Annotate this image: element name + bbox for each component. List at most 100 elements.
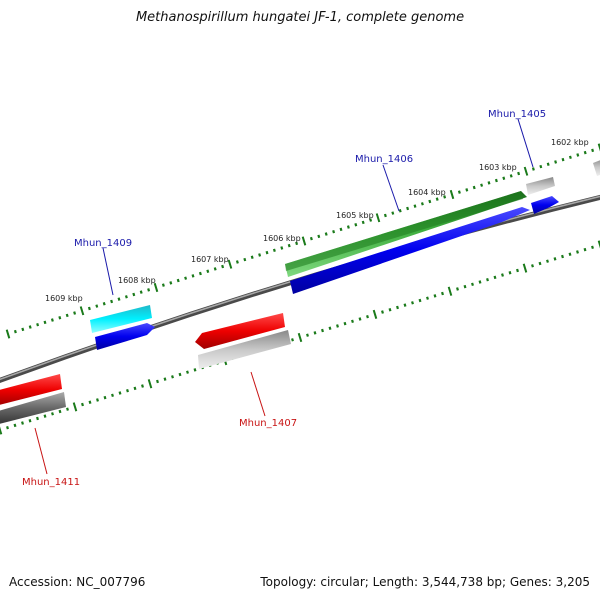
leader-line-mhun-1411: [34, 427, 48, 475]
upper-minor-tick: [95, 304, 99, 308]
upper-minor-tick: [213, 267, 217, 271]
upper-minor-tick: [502, 176, 506, 180]
upper-minor-tick: [198, 271, 202, 276]
upper-minor-tick: [539, 164, 543, 169]
upper-minor-tick: [117, 297, 121, 301]
upper-minor-tick: [65, 313, 69, 318]
upper-minor-tick: [110, 299, 114, 304]
gene-label-mhun-1407[interactable]: Mhun_1407: [239, 418, 297, 429]
lower-minor-tick: [193, 368, 197, 372]
lower-major-tick: [297, 332, 303, 343]
upper-minor-tick: [132, 292, 136, 297]
lower-minor-tick: [43, 414, 47, 418]
gene-mhun-1409-cyan[interactable]: [90, 305, 152, 333]
gene-label-mhun-1409[interactable]: Mhun_1409: [74, 238, 132, 249]
gene-label-mhun-1405[interactable]: Mhun_1405: [488, 109, 546, 120]
lower-minor-tick: [336, 324, 339, 328]
upper-minor-tick: [443, 195, 447, 199]
lower-minor-tick: [591, 245, 594, 250]
upper-minor-tick: [21, 327, 25, 332]
lower-minor-tick: [81, 402, 84, 407]
lower-minor-tick: [111, 393, 114, 398]
gene-mhun-1406-blue[interactable]: [290, 207, 530, 294]
gene-label-mhun-1411[interactable]: Mhun_1411: [22, 477, 80, 488]
lower-minor-tick: [388, 308, 392, 312]
upper-minor-tick: [169, 281, 173, 285]
upper-minor-tick: [243, 257, 247, 262]
gene-mhun-1407-gray[interactable]: [198, 330, 291, 369]
upper-minor-tick: [295, 241, 299, 246]
gene-mhun-1407-red[interactable]: [195, 313, 285, 349]
lower-minor-tick: [501, 273, 504, 277]
gene-mhun-1409-blue[interactable]: [95, 323, 155, 350]
lower-minor-tick: [531, 264, 534, 268]
lower-minor-tick: [36, 416, 39, 421]
kbp-label-1605: 1605 kbp: [336, 211, 374, 220]
gene-mhun-1405-gray[interactable]: [526, 177, 555, 195]
lower-minor-tick: [291, 338, 294, 342]
upper-minor-tick: [591, 148, 595, 153]
upper-minor-tick: [184, 276, 188, 280]
gene-mhun-1411-gray[interactable]: [0, 392, 66, 425]
gene-label-mhun-1406[interactable]: Mhun_1406: [355, 154, 413, 165]
genome-summary-text: Topology: circular; Length: 3,544,738 bp…: [260, 575, 590, 589]
upper-minor-tick: [161, 283, 165, 287]
lower-minor-tick: [366, 314, 369, 319]
gene-mhun-1405-blue[interactable]: [531, 196, 559, 214]
leader-line-mhun-1409: [102, 247, 114, 296]
upper-minor-tick: [428, 199, 432, 204]
lower-minor-tick: [358, 317, 362, 321]
upper-minor-tick: [280, 246, 284, 250]
upper-minor-tick: [465, 188, 469, 192]
lower-minor-tick: [133, 386, 137, 391]
lower-minor-tick: [163, 377, 167, 381]
upper-tick-track: [5, 143, 600, 339]
upper-minor-tick: [494, 178, 498, 183]
upper-minor-tick: [406, 206, 410, 211]
lower-minor-tick: [486, 277, 489, 282]
kbp-label-1607: 1607 kbp: [191, 255, 229, 264]
upper-minor-tick: [124, 295, 128, 299]
gene-mhun-1411-red[interactable]: [0, 374, 62, 406]
lower-minor-tick: [51, 412, 54, 416]
upper-minor-tick: [509, 174, 513, 178]
gene-edge-gray[interactable]: [593, 158, 600, 176]
lower-minor-tick: [508, 271, 512, 275]
lower-minor-tick: [313, 331, 317, 335]
upper-minor-tick: [317, 234, 321, 239]
lower-major-tick: [522, 263, 528, 273]
lower-minor-tick: [21, 421, 24, 425]
lower-minor-tick: [538, 261, 542, 266]
upper-minor-tick: [391, 211, 395, 215]
lower-major-tick: [72, 402, 78, 412]
lower-major-tick: [372, 309, 378, 319]
upper-minor-tick: [13, 329, 17, 334]
lower-minor-tick: [418, 298, 422, 303]
upper-minor-tick: [369, 218, 373, 222]
upper-major-tick: [153, 282, 159, 293]
upper-minor-tick: [265, 250, 269, 255]
lower-minor-tick: [576, 250, 579, 254]
upper-minor-tick: [50, 318, 54, 322]
gene-mhun-1406-green[interactable]: [285, 191, 527, 277]
lower-minor-tick: [118, 391, 122, 395]
lower-major-tick: [147, 379, 153, 389]
lower-minor-tick: [426, 296, 429, 300]
upper-minor-tick: [73, 311, 77, 315]
leader-line-mhun-1405: [517, 118, 534, 168]
lower-minor-tick: [381, 310, 384, 314]
upper-minor-tick: [517, 171, 521, 176]
upper-minor-tick: [258, 253, 262, 257]
lower-minor-tick: [568, 252, 572, 256]
lower-minor-tick: [103, 395, 107, 400]
upper-major-tick: [375, 213, 381, 223]
lower-minor-tick: [171, 375, 174, 379]
lower-major-tick: [597, 240, 600, 249]
lower-minor-tick: [478, 280, 482, 284]
lower-minor-tick: [441, 291, 444, 296]
upper-minor-tick: [413, 204, 417, 208]
lower-minor-tick: [493, 275, 497, 280]
upper-minor-tick: [36, 322, 40, 327]
upper-major-tick: [523, 166, 529, 176]
upper-minor-tick: [346, 225, 350, 229]
